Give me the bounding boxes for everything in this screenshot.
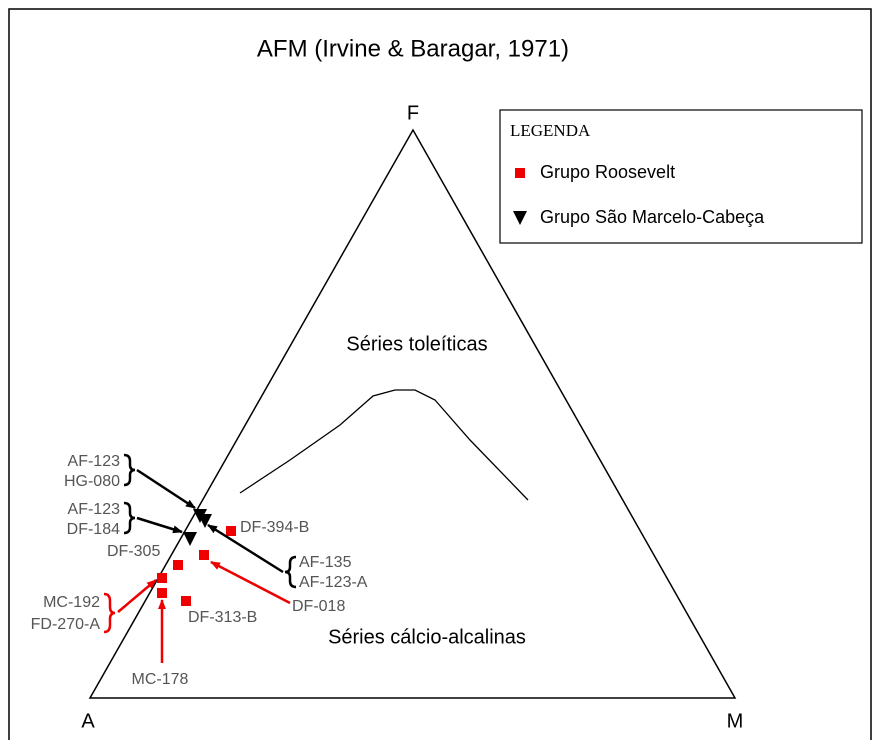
brace: [284, 555, 297, 589]
sample-label: AF-123-A: [299, 574, 368, 591]
legend-box: [499, 109, 863, 244]
sample-label: AF-135: [299, 554, 352, 571]
legend-label: Grupo São Marcelo-Cabeça: [540, 207, 765, 227]
point: [199, 550, 209, 560]
arrow: [136, 516, 183, 534]
legend-label: Grupo Roosevelt: [540, 162, 675, 182]
sample-label: DF-305: [107, 543, 160, 560]
sample-label: DF-184: [67, 521, 120, 538]
point: [173, 560, 183, 570]
point: [181, 596, 191, 606]
sample-label: MC-192: [43, 594, 100, 611]
arrow: [210, 560, 291, 605]
sample-label: AF-123: [68, 453, 121, 470]
arrow: [136, 468, 196, 510]
triangle: [88, 128, 737, 699]
frame: [8, 8, 872, 740]
brace: [123, 501, 136, 535]
sample-label: FD-270-A: [31, 616, 101, 633]
annotations: [103, 453, 297, 663]
boundary-curve: [239, 389, 529, 501]
legend-title: LEGENDA: [510, 121, 591, 140]
sample-label: DF-394-B: [240, 519, 309, 536]
brace: [123, 453, 136, 487]
vertex-m: M: [727, 710, 744, 732]
legend-marker: [513, 211, 527, 225]
point: [198, 514, 212, 528]
arrow: [207, 523, 284, 574]
sample-label: DF-018: [292, 598, 345, 615]
brace: [103, 592, 116, 634]
legend: LEGENDA Grupo Roosevelt Grupo São Marcel…: [499, 109, 863, 244]
sample-label: AF-123: [68, 501, 121, 518]
title: AFM (Irvine & Baragar, 1971): [257, 35, 569, 62]
vertex-a: A: [81, 710, 95, 732]
point: [157, 588, 167, 598]
sample-labels: AF-123 HG-080 AF-123 DF-184 DF-305 DF-39…: [31, 453, 368, 688]
arrow: [117, 579, 157, 613]
point: [226, 526, 236, 536]
sample-label: MC-178: [132, 671, 189, 688]
sample-label: DF-313-B: [188, 609, 257, 626]
region-label: Séries cálcio-alcalinas: [328, 626, 526, 648]
vertex-f: F: [407, 102, 419, 124]
points: [157, 509, 236, 606]
point: [157, 573, 167, 583]
region-label: Séries toleíticas: [346, 333, 487, 355]
sample-label: HG-080: [64, 473, 120, 490]
point: [183, 532, 197, 546]
legend-marker: [515, 168, 525, 178]
